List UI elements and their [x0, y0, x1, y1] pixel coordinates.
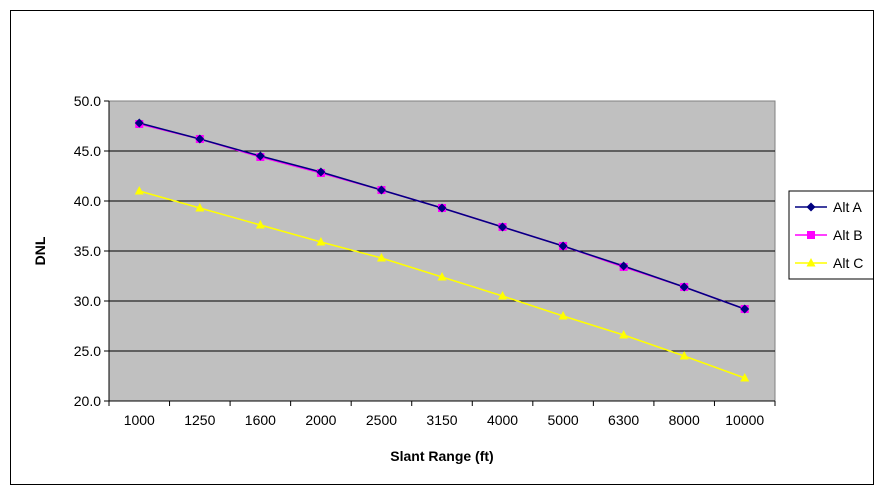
data-point [316, 167, 326, 177]
x-tick-label: 5000 [548, 412, 579, 428]
x-tick-label: 2500 [366, 412, 397, 428]
data-point [740, 304, 750, 314]
x-tick-label: 8000 [669, 412, 700, 428]
x-tick-label: 4000 [487, 412, 518, 428]
legend-marker [807, 231, 815, 239]
legend-label: Alt C [833, 255, 863, 271]
data-point [134, 186, 144, 195]
data-point [619, 330, 629, 339]
data-point [437, 272, 447, 281]
data-point [679, 351, 689, 360]
series-markers-alt-a [134, 118, 750, 314]
y-tick-label: 40.0 [74, 193, 101, 209]
y-tick-label: 25.0 [74, 343, 101, 359]
data-point [255, 220, 265, 229]
x-tick-label: 2000 [305, 412, 336, 428]
line-chart: 20.0 25.0 30.0 35.0 40.0 45.0 50.0 1000 1250 1600… [32, 93, 873, 464]
data-point [255, 151, 265, 161]
y-tick-label: 45.0 [74, 143, 101, 159]
x-axis-title: Slant Range (ft) [390, 448, 493, 464]
x-tick-label: 10000 [725, 412, 764, 428]
data-point [376, 253, 386, 262]
data-point [679, 282, 689, 292]
data-point [740, 373, 750, 382]
x-tick-label: 1600 [245, 412, 276, 428]
chart-frame: 20.0 25.0 30.0 35.0 40.0 45.0 50.0 1000 1250 1600… [10, 10, 874, 485]
x-tick-label: 1000 [124, 412, 155, 428]
data-point [376, 185, 386, 195]
data-point [558, 241, 568, 251]
y-tick-label: 35.0 [74, 243, 101, 259]
legend-label: Alt B [833, 227, 863, 243]
x-tick-label: 3150 [426, 412, 457, 428]
x-tick-label: 6300 [608, 412, 639, 428]
series-markers-alt-c [134, 186, 750, 382]
data-point [498, 291, 508, 300]
legend-marker [806, 258, 816, 267]
data-point [498, 222, 508, 232]
y-tick-label: 20.0 [74, 393, 101, 409]
data-point [437, 203, 447, 213]
data-point [619, 261, 629, 271]
y-axis-title: DNL [32, 236, 48, 265]
x-tick-label: 1250 [184, 412, 215, 428]
data-point [195, 203, 205, 212]
y-tick-label: 50.0 [74, 93, 101, 109]
data-point [195, 134, 205, 144]
legend-label: Alt A [833, 199, 862, 215]
y-tick-label: 30.0 [74, 293, 101, 309]
data-point [316, 237, 326, 246]
data-point [558, 311, 568, 320]
legend-marker [806, 202, 816, 212]
data-point [134, 118, 144, 128]
